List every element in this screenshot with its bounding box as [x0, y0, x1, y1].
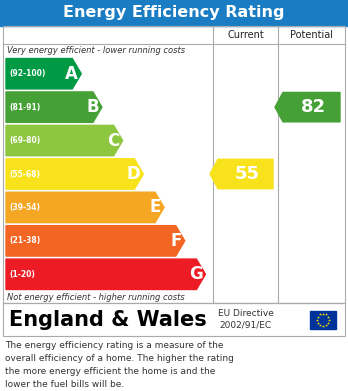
- Text: (39-54): (39-54): [9, 203, 40, 212]
- Text: Very energy efficient - lower running costs: Very energy efficient - lower running co…: [7, 46, 185, 55]
- Text: F: F: [171, 232, 182, 250]
- Text: E: E: [150, 198, 161, 217]
- Text: B: B: [86, 98, 99, 116]
- Bar: [3, 26, 345, 303]
- Text: G: G: [189, 265, 203, 283]
- Text: (69-80): (69-80): [9, 136, 40, 145]
- Text: 82: 82: [301, 98, 326, 116]
- Polygon shape: [6, 59, 81, 89]
- Polygon shape: [275, 92, 340, 122]
- Polygon shape: [6, 159, 143, 189]
- Polygon shape: [6, 259, 205, 289]
- Text: (81-91): (81-91): [9, 103, 40, 112]
- Text: A: A: [65, 65, 78, 83]
- Text: England & Wales: England & Wales: [9, 310, 207, 330]
- Polygon shape: [6, 92, 102, 122]
- Text: D: D: [127, 165, 140, 183]
- Bar: [3, 303, 345, 336]
- Bar: [0, 0, 348, 26]
- Bar: [310, 310, 336, 328]
- Text: Not energy efficient - higher running costs: Not energy efficient - higher running co…: [7, 292, 185, 301]
- Text: (92-100): (92-100): [9, 69, 45, 78]
- Text: Current: Current: [227, 30, 264, 40]
- Text: The energy efficiency rating is a measure of the
overall efficiency of a home. T: The energy efficiency rating is a measur…: [5, 341, 234, 389]
- Text: EU Directive
2002/91/EC: EU Directive 2002/91/EC: [218, 309, 274, 330]
- Polygon shape: [6, 126, 122, 156]
- Text: Energy Efficiency Rating: Energy Efficiency Rating: [63, 5, 285, 20]
- Text: (21-38): (21-38): [9, 236, 40, 246]
- Text: 55: 55: [235, 165, 260, 183]
- Polygon shape: [210, 159, 273, 189]
- Polygon shape: [6, 226, 185, 256]
- Text: C: C: [108, 131, 120, 150]
- Text: (55-68): (55-68): [9, 170, 40, 179]
- Text: (1-20): (1-20): [9, 270, 35, 279]
- Polygon shape: [6, 192, 164, 222]
- Text: Potential: Potential: [290, 30, 333, 40]
